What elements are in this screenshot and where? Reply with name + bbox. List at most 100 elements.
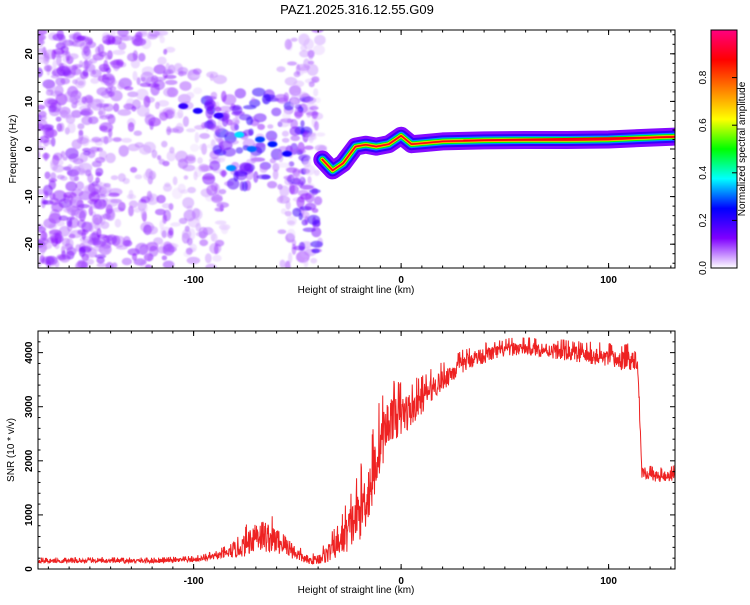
colorbar-tick-label: 0.2	[698, 213, 709, 227]
spectrogram-noise-blob	[51, 49, 56, 60]
colorbar: 0.0 0.2 0.4 0.6 0.8 Normalized spectral ampl…	[698, 29, 748, 275]
spectrogram-noise-blob	[59, 63, 65, 73]
spectrogram-noise-blob	[202, 175, 215, 180]
spectrogram-noise-blob	[109, 79, 118, 85]
spectrogram-noise-blob	[181, 229, 192, 240]
spectrogram-noise-blob	[92, 214, 103, 225]
spectrogram-noise-blob	[65, 147, 79, 160]
colorbar-tick-label: 0.6	[698, 118, 709, 132]
spectrogram-noise-blob	[219, 105, 233, 113]
spectrogram-noise-blob	[292, 148, 306, 155]
spectrogram-noise-blob	[192, 207, 201, 219]
spectrogram-noise-blob	[138, 52, 146, 62]
spectrogram-noise-blob	[55, 220, 65, 227]
colorbar-scale	[710, 29, 738, 269]
spectrogram-noise-blob	[52, 59, 57, 72]
spectrogram-noise-blob	[50, 137, 56, 147]
spectrogram-noise-blob	[113, 103, 120, 113]
spectrogram-noise-blob	[225, 130, 231, 137]
x-tick-label: 100	[600, 576, 617, 587]
spectrogram-noise-blob	[267, 124, 274, 129]
spectrogram-noise-blob	[56, 174, 65, 180]
spectrogram-noise-blob	[80, 261, 87, 268]
spectrogram-noise-blob	[288, 252, 293, 264]
spectrogram-noise-blob	[97, 234, 108, 239]
spectrogram-noise-blob	[156, 155, 162, 161]
spectrogram-noise-blob	[133, 258, 147, 266]
spectrogram-noise-blob	[127, 91, 139, 98]
spectrogram-noise-blob	[53, 48, 65, 55]
spectrogram-noise-blob	[193, 171, 198, 181]
x-tick-label: -100	[184, 275, 204, 286]
spectrogram-noise-blob	[79, 71, 89, 79]
colorbar-label: Normalized spectral amplitude	[737, 81, 748, 216]
spectrogram-bright-spot	[246, 146, 257, 152]
spectrogram-noise-blob	[134, 174, 143, 180]
spectrogram-noise-blob	[211, 233, 218, 243]
spectrogram-noise-blob	[117, 201, 126, 212]
spectrogram-noise-blob	[179, 81, 192, 91]
spectrogram-noise-blob	[307, 176, 312, 184]
spectrogram-noise-blob	[38, 188, 47, 195]
spectrogram-noise-blob	[62, 156, 68, 161]
spectrogram-noise-blob	[89, 233, 96, 238]
spectrogram-noise-blob	[173, 89, 179, 94]
figure-title: PAZ1.2025.316.12.55.G09	[280, 2, 434, 17]
spectrogram-noise-blob	[109, 86, 117, 92]
spectrogram-noise-blob	[205, 263, 217, 268]
spectrogram-noise-blob	[71, 40, 86, 47]
spectrogram-noise-blob	[38, 260, 42, 268]
spectrogram-noise-blob	[41, 256, 55, 265]
spectrogram-bright-spot	[225, 165, 236, 172]
spectrogram-noise-blob	[163, 183, 172, 192]
spectrogram-bright-spot	[192, 107, 203, 114]
spectrogram-noise-blob	[87, 183, 102, 194]
spectrogram-noise-blob	[88, 221, 94, 233]
spectrogram-noise-blob	[293, 177, 301, 186]
spectrogram-noise-blob	[40, 114, 47, 121]
spectrogram-noise-blob	[220, 225, 229, 235]
spectrogram-noise-blob	[38, 40, 45, 45]
spectrogram-noise-blob	[44, 64, 53, 72]
spectrogram-noise-blob	[157, 100, 170, 107]
spectrogram-bright-spot	[213, 112, 224, 119]
spectrogram-noise-blob	[289, 183, 295, 195]
spectrogram-noise-blob	[93, 198, 107, 210]
spectrogram-noise-blob	[192, 68, 202, 75]
spectrogram-noise-blob	[186, 128, 196, 133]
spectrogram-noise-blob	[194, 132, 200, 144]
spectrogram-noise-blob	[77, 164, 85, 173]
spectrogram-noise-blob	[230, 122, 238, 132]
spectrogram-noise-blob	[211, 194, 223, 204]
spectrogram-noise-blob	[166, 150, 176, 162]
spectrogram-noise-blob	[289, 126, 301, 136]
spectrogram-noise-blob	[225, 139, 239, 145]
spectrogram-noise-blob	[235, 169, 248, 181]
spectrogram-noise-blob	[303, 58, 310, 69]
spectrogram-noise-blob	[91, 70, 97, 75]
spectrogram-bright-spot	[178, 103, 189, 110]
spectrogram-noise-blob	[158, 158, 165, 165]
spectrogram-noise-blob	[201, 122, 208, 129]
spectrogram-noise-blob	[50, 172, 57, 181]
spectrogram-noise-blob	[219, 189, 227, 195]
snr-series-line	[38, 337, 675, 565]
spectrogram-noise-blob	[100, 221, 110, 230]
spectrogram-noise-blob	[182, 116, 189, 127]
y-tick-label: 20	[24, 48, 35, 60]
spectrogram-noise-blob	[302, 156, 312, 167]
spectrogram-noise-blob	[106, 67, 111, 74]
spectrogram-noise-blob	[195, 231, 208, 237]
spectrogram-noise-blob	[90, 77, 100, 84]
spectrogram-noise-blob	[162, 260, 175, 268]
spectrogram-noise-blob	[312, 220, 321, 227]
spectrogram-noise-blob	[58, 225, 71, 237]
spectrogram-noise-blob	[56, 54, 62, 66]
spectrogram-noise-blob	[186, 256, 201, 265]
spectrogram-noise-blob	[170, 222, 181, 227]
spectrogram-noise-blob	[50, 158, 64, 167]
spectrogram-noise-blob	[58, 215, 69, 221]
y-tick-label: -20	[24, 237, 35, 252]
spectrogram-noise-blob	[276, 195, 291, 204]
spectrogram-noise-blob	[284, 210, 292, 217]
